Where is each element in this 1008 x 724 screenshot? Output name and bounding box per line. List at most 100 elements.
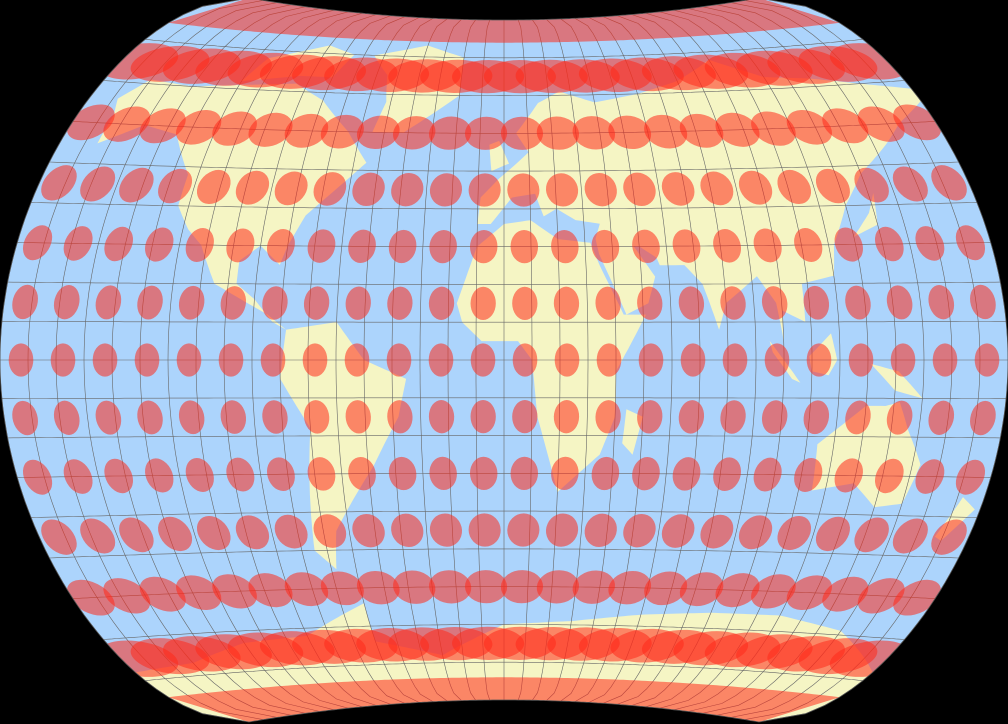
tissot-ellipse — [545, 173, 579, 207]
tissot-ellipse — [196, 515, 231, 551]
tissot-ellipse — [551, 229, 579, 264]
tissot-ellipse — [428, 343, 454, 377]
tissot-ellipse — [886, 285, 913, 320]
tissot-ellipse — [584, 513, 617, 548]
tissot-ellipse — [356, 115, 400, 150]
tissot-ellipse — [145, 227, 174, 262]
tissot-ellipse — [63, 459, 93, 494]
tissot-ellipse — [510, 230, 539, 264]
tissot-ellipse — [387, 286, 413, 320]
tissot-ellipse — [632, 229, 660, 264]
tissot-ellipse — [554, 343, 580, 377]
tissot-ellipse — [67, 104, 115, 141]
tissot-ellipse — [892, 166, 928, 202]
tissot-ellipse — [715, 112, 760, 147]
tissot-ellipse — [512, 400, 538, 434]
tissot-ellipse — [536, 116, 580, 150]
tissot-ellipse — [95, 285, 122, 320]
tissot-ellipse — [815, 516, 850, 552]
tissot-ellipse — [854, 517, 889, 553]
tissot-ellipse — [722, 343, 748, 377]
tissot-ellipse — [874, 226, 904, 262]
tissot-ellipse — [139, 108, 186, 144]
parallel-line — [103, 624, 905, 640]
tissot-ellipse — [266, 228, 295, 263]
tissot-ellipse — [352, 172, 385, 207]
tissot-ellipse — [623, 172, 656, 207]
tissot-ellipse — [470, 286, 496, 320]
tissot-ellipse — [553, 286, 580, 320]
tissot-ellipse — [137, 285, 163, 320]
parallel-line — [49, 161, 959, 172]
tissot-ellipse — [536, 570, 580, 604]
tissot-ellipse — [931, 519, 967, 555]
tissot-ellipse — [178, 400, 205, 435]
tissot-ellipse — [22, 225, 53, 261]
tissot-ellipse — [307, 229, 336, 263]
tissot-ellipse — [738, 170, 773, 205]
tissot-ellipse — [63, 226, 93, 261]
tissot-ellipse — [428, 116, 472, 150]
tissot-ellipse — [857, 578, 905, 614]
tissot-ellipse — [41, 165, 77, 201]
tissot-ellipse — [391, 513, 424, 548]
tissot-ellipse — [931, 165, 967, 201]
tissot-ellipse — [890, 343, 916, 377]
tissot-ellipse — [848, 343, 874, 377]
tissot-ellipse — [344, 343, 370, 377]
tissot-ellipse — [794, 458, 823, 492]
tissot-ellipse — [753, 457, 782, 492]
tissot-ellipse — [638, 343, 664, 377]
parallel-line — [17, 473, 991, 478]
tissot-ellipse — [970, 284, 996, 320]
tissot-ellipse — [751, 111, 796, 146]
tissot-ellipse — [302, 343, 328, 377]
tissot-ellipse — [892, 518, 928, 554]
tissot-ellipse — [661, 514, 695, 548]
tissot-ellipse — [352, 513, 385, 548]
tissot-ellipse — [176, 110, 222, 145]
tissot-ellipse — [470, 400, 496, 434]
tissot-ellipse — [932, 343, 958, 377]
tissot-ellipse — [928, 285, 955, 320]
tissot-ellipse — [185, 458, 214, 492]
tissot-ellipse — [637, 400, 663, 434]
tissot-ellipse — [572, 570, 616, 604]
tissot-ellipse — [644, 114, 688, 149]
tissot-ellipse — [595, 400, 621, 434]
tissot-ellipse — [644, 571, 688, 606]
tissot-ellipse — [761, 286, 788, 320]
tissot-ellipse — [103, 106, 151, 142]
tissot-ellipse — [764, 343, 790, 377]
tissot-ellipse — [119, 167, 154, 203]
tissot-ellipse — [974, 343, 1000, 377]
tissot-ellipse — [632, 456, 660, 491]
tissot-ellipse — [262, 286, 288, 320]
tissot-ellipse — [794, 228, 823, 262]
tissot-ellipse — [679, 113, 724, 148]
tissot-ellipse — [185, 228, 214, 262]
tissot-ellipse — [834, 227, 863, 262]
tissot-ellipse — [500, 116, 544, 150]
tissot-ellipse — [266, 457, 295, 492]
tissot-ellipse — [893, 104, 941, 141]
tissot-ellipse — [220, 286, 247, 320]
land-south-america — [280, 322, 407, 570]
tissot-ellipse — [464, 570, 508, 604]
tissot-ellipse — [392, 116, 436, 150]
tissot-ellipse — [955, 459, 986, 495]
tissot-ellipse — [822, 108, 869, 144]
tissot-ellipse — [348, 229, 376, 264]
tissot-ellipse — [928, 400, 955, 435]
tissot-ellipse — [80, 166, 116, 202]
tissot-ellipse — [786, 575, 832, 610]
tissot-ellipse — [274, 514, 308, 549]
tissot-ellipse — [345, 400, 371, 434]
tissot-ellipse — [313, 172, 347, 206]
tissot-ellipse — [388, 229, 417, 264]
tissot-ellipse — [307, 457, 336, 491]
tissot-ellipse — [176, 343, 202, 377]
tissot-ellipse — [428, 400, 455, 434]
tissot-ellipse — [220, 400, 247, 434]
